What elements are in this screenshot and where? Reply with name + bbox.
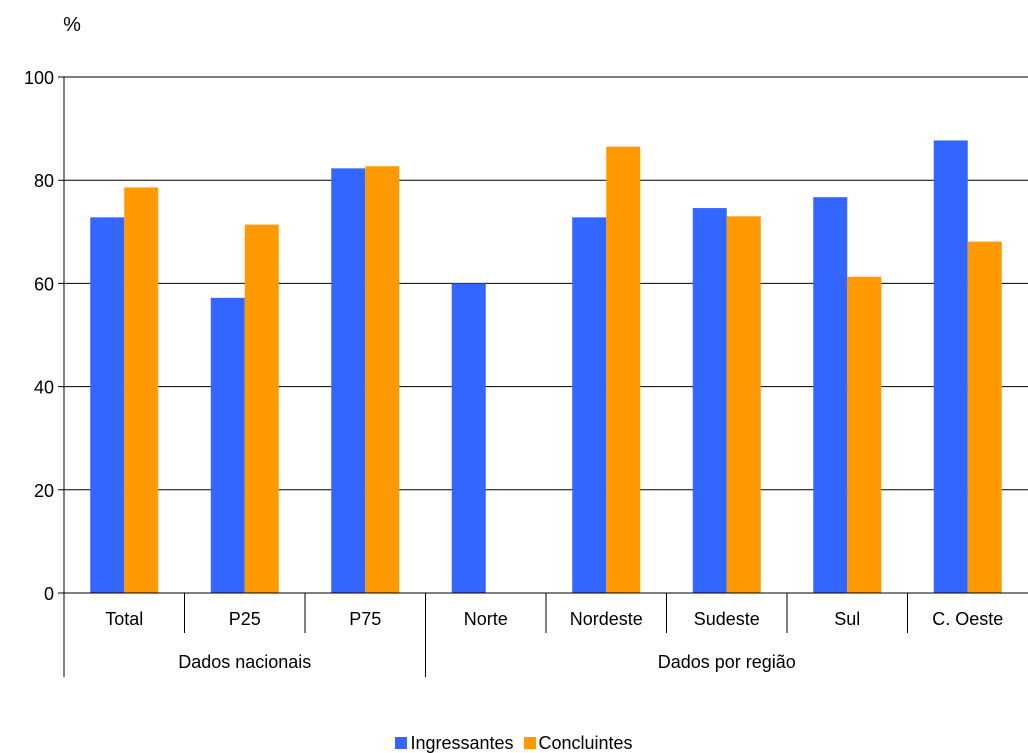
bar-ingressantes-p25 — [210, 297, 245, 593]
bar-concluintes-nordeste — [606, 146, 641, 593]
bar-ingressantes-norte — [451, 283, 486, 593]
bar-concluintes-sul — [847, 276, 882, 593]
x-category-label-norte: Norte — [464, 609, 508, 629]
x-category-label-sudeste: Sudeste — [694, 609, 760, 629]
x-category-label-sul: Sul — [834, 609, 860, 629]
y-tick-label-80: 80 — [34, 171, 54, 191]
x-category-label-p25: P25 — [229, 609, 261, 629]
legend-label-ingressantes: Ingressantes — [410, 733, 514, 753]
bar-concluintes-p25 — [244, 224, 279, 594]
bar-concluintes-sudeste — [726, 216, 761, 593]
x-category-label-total: Total — [105, 609, 143, 629]
x-group-label-dados-nacionais: Dados nacionais — [178, 652, 311, 672]
x-category-label-p75: P75 — [349, 609, 381, 629]
y-tick-label-60: 60 — [34, 274, 54, 294]
gridlines — [58, 76, 1028, 594]
bar-ingressantes-c-oeste — [933, 140, 968, 593]
axes — [63, 77, 1028, 677]
x-group-label-dados-por-regi-o: Dados por região — [658, 652, 796, 672]
bar-concluintes-p75 — [365, 166, 400, 593]
bar-ingressantes-total — [90, 217, 125, 594]
bar-ingressantes-sudeste — [692, 208, 727, 593]
x-category-label-c-oeste: C. Oeste — [932, 609, 1003, 629]
x-group-labels: Dados nacionais Dados por região — [178, 652, 796, 672]
legend-swatch-concluintes — [523, 737, 536, 749]
legend-item-ingressantes: Ingressantes — [395, 733, 514, 753]
y-tick-labels: 0 20 40 60 80 100 — [24, 68, 54, 604]
legend-item-concluintes: Concluintes — [523, 733, 633, 753]
y-tick-label-20: 20 — [34, 481, 54, 501]
legend: Ingressantes Concluintes — [0, 733, 1028, 753]
x-category-label-nordeste: Nordeste — [570, 609, 643, 629]
bars — [90, 140, 1002, 594]
bar-concluintes-c-oeste — [967, 241, 1002, 593]
y-tick-label-0: 0 — [44, 584, 54, 604]
y-tick-label-40: 40 — [34, 378, 54, 398]
bar-ingressantes-sul — [813, 197, 848, 593]
bar-ingressantes-p75 — [331, 168, 366, 593]
y-axis-label: % — [63, 14, 81, 36]
bar-ingressantes-nordeste — [572, 217, 607, 594]
bar-concluintes-total — [124, 187, 159, 593]
y-tick-label-100: 100 — [24, 68, 54, 88]
legend-swatch-ingressantes — [395, 737, 408, 749]
legend-label-concluintes: Concluintes — [538, 733, 633, 753]
bar-chart: % 0 20 40 60 80 100 Total P25 P75 Norte Nordeste S… — [24, 14, 1028, 677]
x-category-labels: Total P25 P75 Norte Nordeste Sudeste Sul C. Oes… — [105, 609, 1003, 629]
